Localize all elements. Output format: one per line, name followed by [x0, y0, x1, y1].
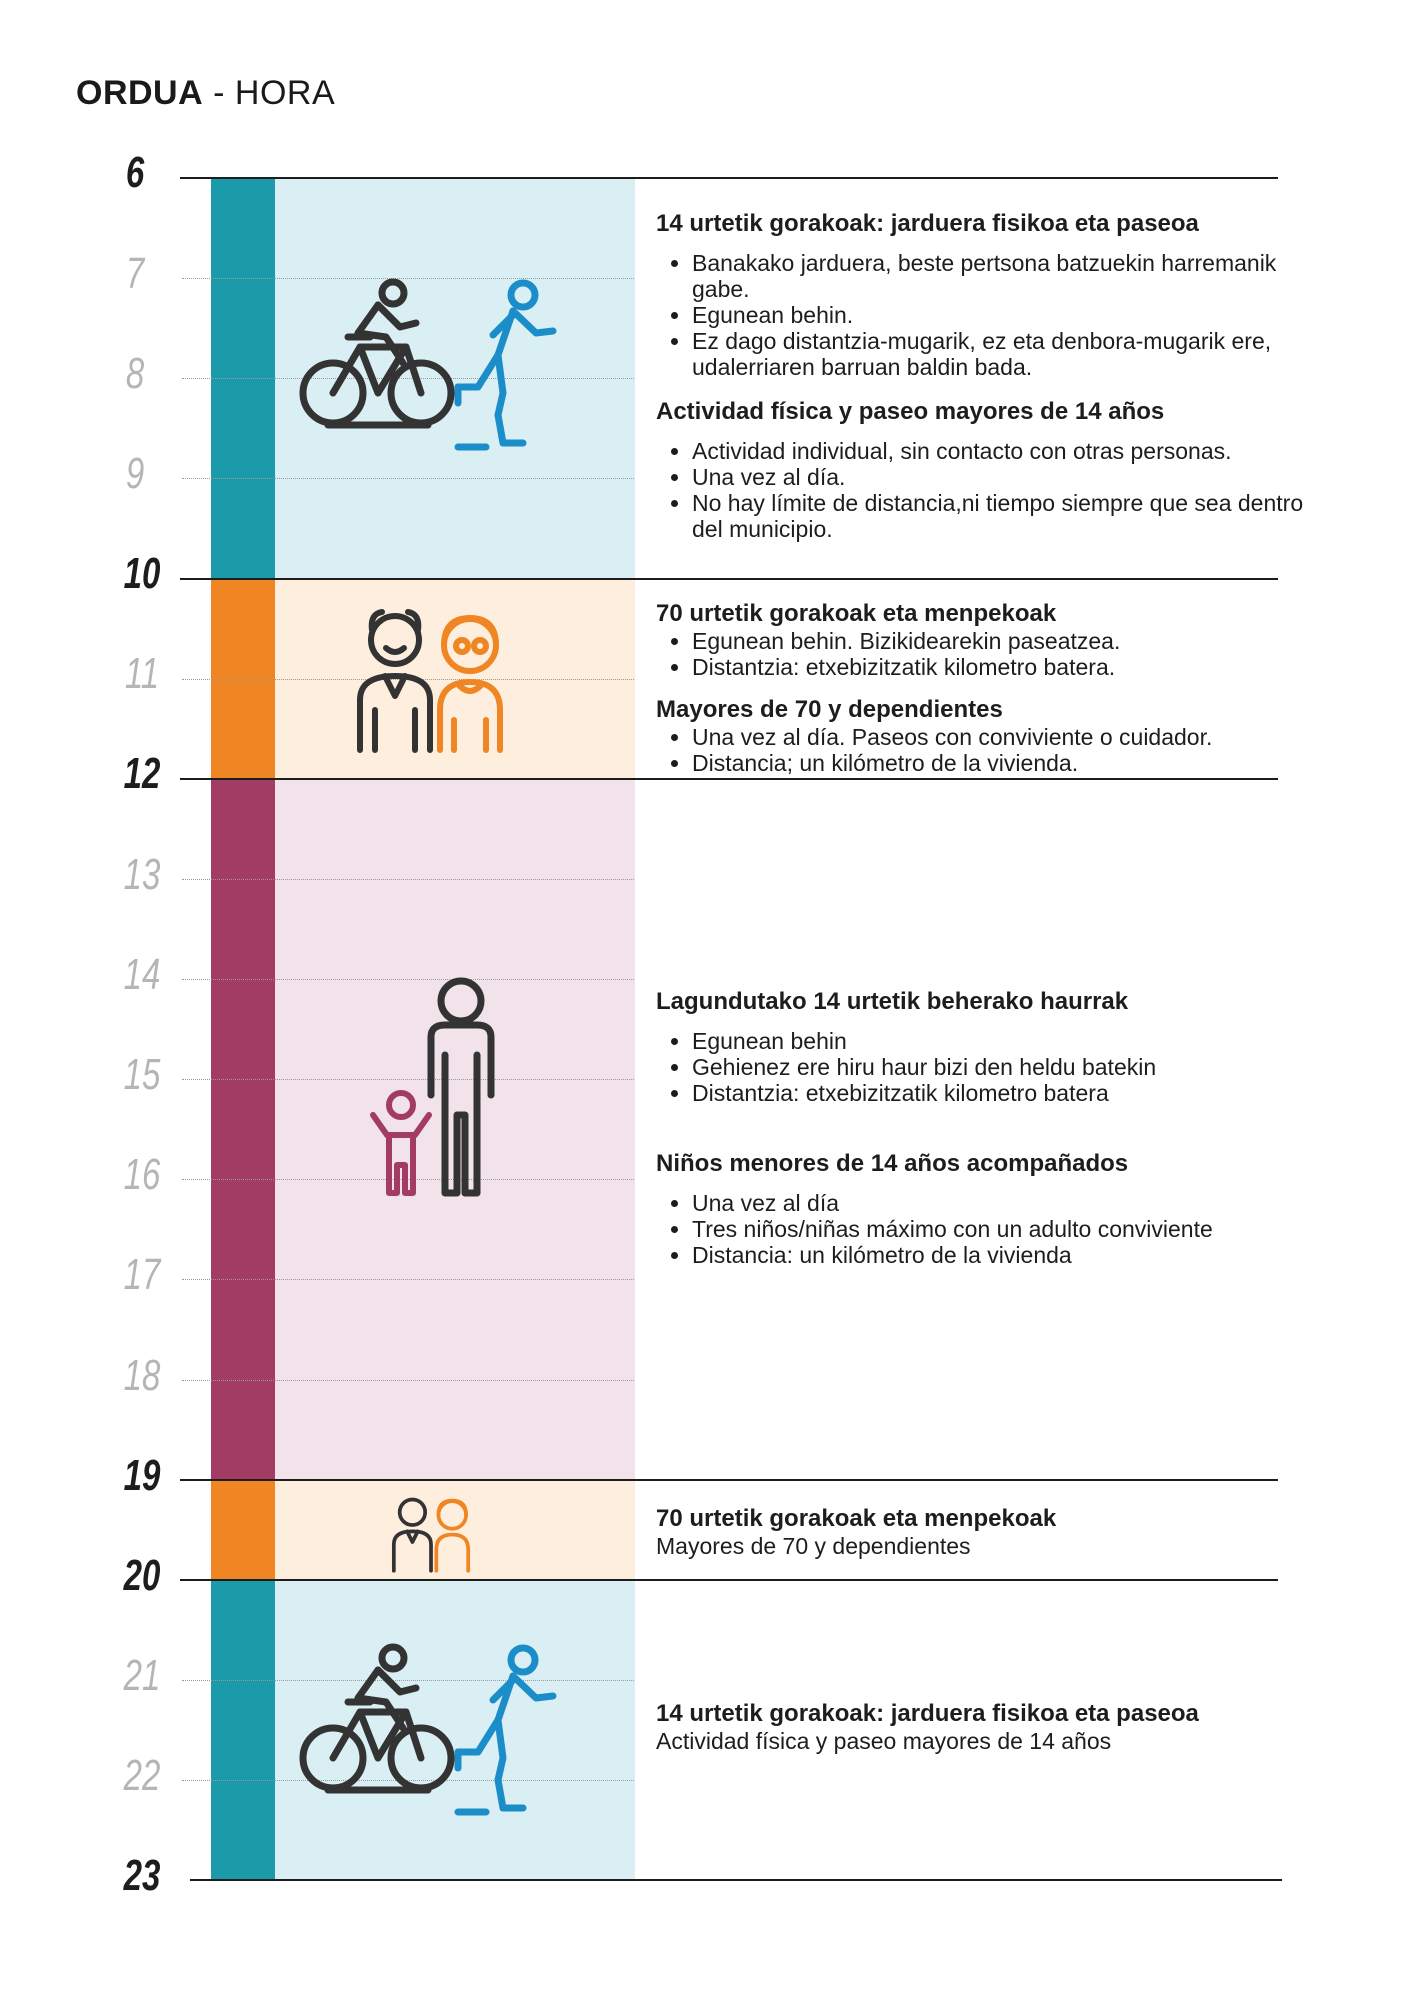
hour-label-18: 18	[123, 1351, 161, 1400]
list-item: Egunean behin.	[692, 302, 1316, 328]
hour-gridline	[182, 1079, 634, 1080]
hour-gridline	[182, 378, 634, 379]
es-list: Una vez al día Tres niños/niñas máximo c…	[656, 1190, 1316, 1268]
page-title-bold: ORDUA	[76, 74, 204, 112]
es-heading: Mayores de 70 y dependientes	[656, 696, 1003, 723]
eu-heading: 70 urtetik gorakoak eta menpekoak	[656, 600, 1057, 627]
list-item: Actividad individual, sin contacto con o…	[692, 438, 1316, 464]
es-list: Una vez al día. Paseos con conviviente o…	[656, 724, 1316, 776]
hour-label-13: 13	[123, 850, 161, 899]
text-block-night: 14 urtetik gorakoak: jarduera fisikoa et…	[656, 1700, 1316, 1754]
hour-label-23: 23	[123, 1851, 161, 1900]
text-block-morning: 14 urtetik gorakoak: jarduera fisikoa et…	[656, 210, 1316, 560]
list-item: Distancia: un kilómetro de la vivienda	[692, 1242, 1316, 1268]
separator-line	[180, 778, 1278, 780]
page-title: ORDUA - HORA	[76, 74, 335, 113]
elderly-couple-icon	[357, 609, 503, 753]
hour-label-6: 6	[125, 148, 145, 197]
hour-label-19: 19	[123, 1451, 161, 1500]
hour-label-8: 8	[125, 349, 145, 398]
separator-line	[180, 578, 1278, 580]
hour-label-9: 9	[125, 449, 145, 498]
hour-label-16: 16	[123, 1150, 161, 1199]
hour-gridline	[182, 879, 634, 880]
page-title-rest: - HORA	[203, 74, 336, 112]
hour-gridline	[182, 278, 634, 279]
eu-heading: 14 urtetik gorakoak: jarduera fisikoa et…	[656, 1700, 1199, 1727]
es-line: Mayores de 70 y dependientes	[656, 1533, 971, 1559]
hour-label-17: 17	[123, 1250, 161, 1299]
hour-gridline	[182, 979, 634, 980]
hour-label-15: 15	[123, 1050, 161, 1099]
cyclist-runner-icon-night	[299, 1643, 557, 1816]
list-item: Una vez al día.	[692, 464, 1316, 490]
hour-label-20: 20	[123, 1551, 161, 1600]
list-item: Una vez al día	[692, 1190, 1316, 1216]
text-block-afternoon: Lagundutako 14 urtetik beherako haurrak …	[656, 988, 1316, 1286]
text-block-midday: 70 urtetik gorakoak eta menpekoak Egunea…	[656, 600, 1316, 794]
hour-gridline	[182, 1380, 634, 1381]
list-item: Distantzia: etxebizitzatik kilometro bat…	[692, 654, 1316, 680]
eu-heading: 70 urtetik gorakoak eta menpekoak	[656, 1505, 1057, 1532]
list-item: Ez dago distantzia-mugarik, ez eta denbo…	[692, 328, 1316, 380]
hour-label-10: 10	[123, 549, 161, 598]
list-item: Banakako jarduera, beste pertsona batzue…	[692, 250, 1316, 302]
es-heading: Actividad física y paseo mayores de 14 a…	[656, 398, 1165, 425]
hour-label-7: 7	[125, 249, 145, 298]
hour-label-14: 14	[123, 950, 161, 999]
hour-label-11: 11	[124, 649, 160, 698]
list-item: Distancia; un kilómetro de la vivienda.	[692, 750, 1316, 776]
text-block-evening: 70 urtetik gorakoak eta menpekoak Mayore…	[656, 1505, 1316, 1559]
eu-heading: Lagundutako 14 urtetik beherako haurrak	[656, 988, 1129, 1015]
hour-gridline	[182, 1279, 634, 1280]
hour-label-22: 22	[123, 1751, 161, 1800]
hour-gridline	[182, 1680, 634, 1681]
es-heading: Niños menores de 14 años acompañados	[656, 1150, 1129, 1177]
adult-child-icon	[370, 977, 495, 1197]
hour-gridline	[182, 478, 634, 479]
eu-heading: 14 urtetik gorakoak: jarduera fisikoa et…	[656, 210, 1199, 237]
hour-label-12: 12	[123, 749, 161, 798]
eu-list: Egunean behin. Bizikidearekin paseatzea.…	[656, 628, 1316, 680]
eu-list: Banakako jarduera, beste pertsona batzue…	[656, 250, 1316, 380]
eu-list: Egunean behin Gehienez ere hiru haur biz…	[656, 1028, 1316, 1106]
bar-plum-afternoon	[211, 779, 275, 1480]
list-item: No hay límite de distancia,ni tiempo sie…	[692, 490, 1316, 542]
list-item: Distantzia: etxebizitzatik kilometro bat…	[692, 1080, 1316, 1106]
es-list: Actividad individual, sin contacto con o…	[656, 438, 1316, 542]
list-item: Una vez al día. Paseos con conviviente o…	[692, 724, 1316, 750]
list-item: Egunean behin. Bizikidearekin paseatzea.	[692, 628, 1316, 654]
bar-orange-evening	[211, 1480, 275, 1580]
list-item: Gehienez ere hiru haur bizi den heldu ba…	[692, 1054, 1316, 1080]
separator-line	[180, 1579, 1278, 1581]
separator-line	[190, 1879, 1282, 1881]
list-item: Tres niños/niñas máximo con un adulto co…	[692, 1216, 1316, 1242]
es-line: Actividad física y paseo mayores de 14 a…	[656, 1728, 1112, 1754]
list-item: Egunean behin	[692, 1028, 1316, 1054]
separator-line	[180, 177, 1278, 179]
hour-label-21: 21	[123, 1651, 161, 1700]
hour-gridline	[182, 1780, 634, 1781]
separator-line	[180, 1479, 1278, 1481]
bar-teal-night	[211, 1580, 275, 1880]
elderly-couple-small-icon	[391, 1497, 471, 1573]
cyclist-runner-icon	[299, 278, 557, 451]
